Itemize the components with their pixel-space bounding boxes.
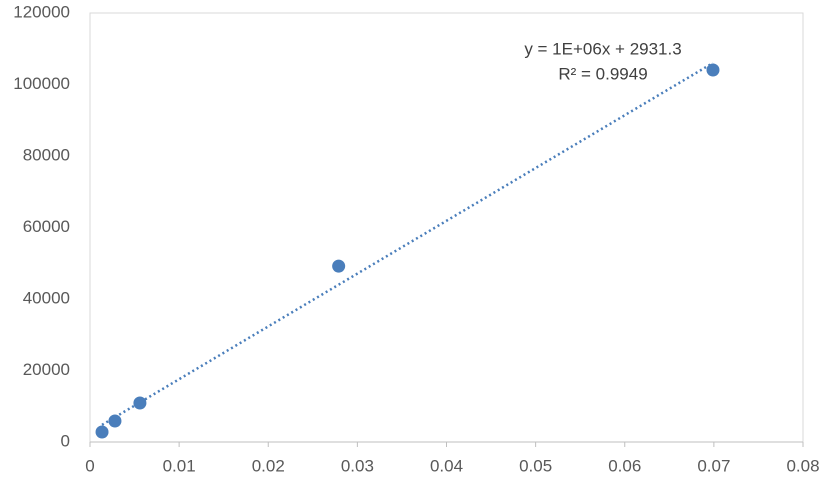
x-tick-label: 0.04 <box>430 456 463 475</box>
x-tick-label: 0.01 <box>163 456 196 475</box>
x-tick-label: 0 <box>85 456 94 475</box>
point <box>95 425 109 439</box>
point <box>332 259 346 273</box>
y-tick-label: 0 <box>61 431 70 450</box>
point <box>133 396 147 410</box>
x-tick-label: 0.05 <box>519 456 552 475</box>
point <box>706 63 720 77</box>
trendline-equation: y = 1E+06x + 2931.3 <box>524 39 681 58</box>
point <box>108 414 122 428</box>
x-tick-label: 0.03 <box>341 456 374 475</box>
y-tick-label: 100000 <box>13 74 70 93</box>
y-tick-label: 20000 <box>23 360 70 379</box>
y-tick-label: 60000 <box>23 217 70 236</box>
x-tick-label: 0.06 <box>608 456 641 475</box>
y-tick-label: 40000 <box>23 288 70 307</box>
y-tick-label: 80000 <box>23 145 70 164</box>
trendline-r2: R² = 0.9949 <box>558 64 647 83</box>
plot-area <box>89 12 804 443</box>
x-tick-label: 0.07 <box>697 456 730 475</box>
x-tick-label: 0.08 <box>786 456 819 475</box>
y-tick-label: 120000 <box>13 2 70 21</box>
x-tick-label: 0.02 <box>252 456 285 475</box>
trendline <box>101 61 714 426</box>
